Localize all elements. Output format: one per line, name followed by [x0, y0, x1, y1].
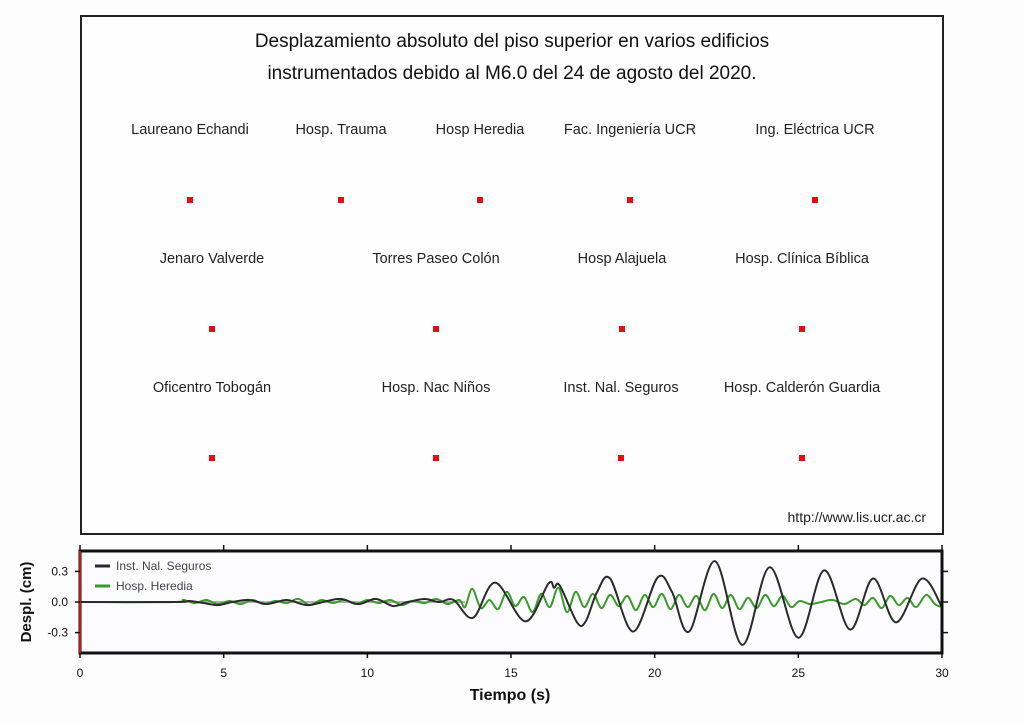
x-tick-label: 0 [77, 666, 84, 680]
station-marker [433, 326, 439, 332]
station-marker [338, 197, 344, 203]
series-line-inst-nal-seguros [79, 560, 943, 646]
x-tick-label: 10 [361, 666, 375, 680]
y-axis-label: Despl. (cm) [18, 562, 35, 643]
station-marker [187, 197, 193, 203]
x-tick-label: 15 [504, 666, 518, 680]
station-label: Torres Paseo Colón [372, 251, 500, 267]
x-tick-label: 5 [220, 666, 227, 680]
station-label: Hosp Heredia [435, 122, 525, 138]
station-marker [812, 197, 818, 203]
station-marker [477, 197, 483, 203]
station-label: Inst. Nal. Seguros [563, 380, 679, 396]
station-marker [209, 326, 215, 332]
source-url: http://www.lis.ucr.ac.cr [787, 509, 926, 525]
station-label: Jenaro Valverde [159, 251, 265, 267]
station-label: Hosp. Nac Niños [381, 380, 491, 396]
station-label: Oficentro Tobogán [152, 380, 272, 396]
station-marker [433, 455, 439, 461]
station-label: Hosp. Calderón Guardia [723, 380, 881, 396]
y-tick-label: 0.0 [51, 595, 68, 609]
station-label: Ing. Eléctrica UCR [755, 122, 875, 138]
station-marker [627, 197, 633, 203]
y-tick-label: -0.3 [47, 626, 68, 640]
map-title-line1: Desplazamiento absoluto del piso superio… [254, 31, 770, 52]
map-title-line2: instrumentados debido al M6.0 del 24 de … [267, 63, 757, 84]
station-marker [618, 455, 624, 461]
legend-label: Inst. Nal. Seguros [116, 559, 211, 573]
station-label: Hosp. Trauma [295, 122, 387, 138]
station-label: Hosp. Clínica Bíblica [735, 251, 869, 267]
station-marker [799, 326, 805, 332]
station-label: Fac. Ingeniería UCR [563, 122, 697, 138]
station-label: Laureano Echandi [131, 122, 249, 138]
station-marker [619, 326, 625, 332]
station-label: Hosp Alajuela [577, 251, 667, 267]
y-tick-label: 0.3 [51, 564, 68, 578]
station-marker [799, 455, 805, 461]
x-axis-label: Tiempo (s) [470, 687, 551, 704]
legend-label: Hosp. Heredia [116, 579, 193, 593]
station-map-panel: Desplazamiento absoluto del piso superio… [80, 15, 944, 535]
x-tick-label: 25 [792, 666, 806, 680]
x-tick-label: 30 [935, 666, 949, 680]
station-marker [209, 455, 215, 461]
x-tick-label: 20 [648, 666, 662, 680]
